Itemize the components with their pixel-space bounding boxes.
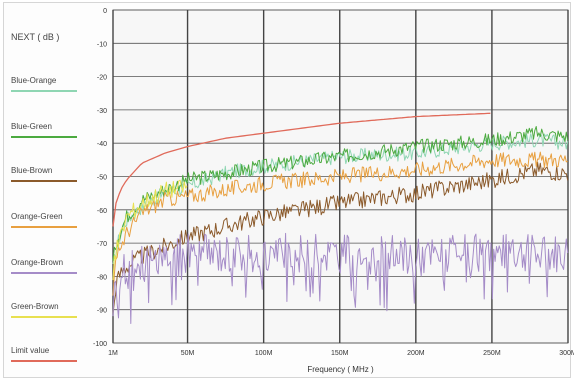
legend-item-green-brown: Green-Brown xyxy=(11,302,101,322)
legend-swatch xyxy=(11,136,77,138)
x-tick-label: 1M xyxy=(108,350,118,357)
series-line-blue-green xyxy=(112,126,569,261)
x-tick-label: 300M xyxy=(559,350,574,357)
x-tick-label: 250M xyxy=(483,350,501,357)
legend-swatch xyxy=(11,180,77,182)
y-tick-label: -50 xyxy=(97,175,107,182)
legend-label: Orange-Green xyxy=(11,212,63,221)
series-line-orange-brown xyxy=(112,232,569,324)
x-tick-label: 200M xyxy=(407,350,425,357)
series-line-limit-value xyxy=(112,112,491,227)
legend-item-blue-orange: Blue-Orange xyxy=(11,76,101,96)
legend-item-orange-brown: Orange-Brown xyxy=(11,258,101,278)
y-tick-label: -10 xyxy=(97,41,107,48)
x-tick-label: 50M xyxy=(181,350,195,357)
legend-swatch xyxy=(11,272,77,274)
legend-item-limit-value: Limit value xyxy=(11,346,101,366)
x-tick-label: 150M xyxy=(331,350,349,357)
legend-label: Limit value xyxy=(11,346,50,355)
legend-item-blue-green: Blue-Green xyxy=(11,122,101,142)
y-tick-label: -40 xyxy=(97,141,107,148)
legend-label: Blue-Brown xyxy=(11,166,53,175)
legend-swatch xyxy=(11,316,77,318)
legend-swatch xyxy=(11,90,77,92)
legend-label: Orange-Brown xyxy=(11,258,64,267)
legend-item-blue-brown: Blue-Brown xyxy=(11,166,101,186)
y-tick-label: -100 xyxy=(93,341,107,348)
x-tick-label: 100M xyxy=(255,350,273,357)
y-tick-label: -30 xyxy=(97,108,107,115)
y-tick-label: -80 xyxy=(97,274,107,281)
y-tick-label: -70 xyxy=(97,241,107,248)
series-line-blue-orange xyxy=(112,133,569,265)
legend-label: Blue-Green xyxy=(11,122,52,131)
x-axis-label: Frequency ( MHz ) xyxy=(307,365,374,374)
y-tick-label: -20 xyxy=(97,75,107,82)
legend-item-orange-green: Orange-Green xyxy=(11,212,101,232)
y-tick-label: -60 xyxy=(97,208,107,215)
y-tick-label: 0 xyxy=(103,8,107,15)
legend-label: Blue-Orange xyxy=(11,76,57,85)
series-line-orange-green xyxy=(112,151,568,296)
legend-swatch xyxy=(11,226,77,228)
series-line-green-brown xyxy=(112,179,188,281)
chart-legend: NEXT ( dB ) Blue-Orange Blue-Green Blue-… xyxy=(8,26,108,376)
y-axis-label: NEXT ( dB ) xyxy=(11,32,60,42)
y-tick-label: -90 xyxy=(97,308,107,315)
legend-label: Green-Brown xyxy=(11,302,59,311)
legend-swatch xyxy=(11,360,77,362)
